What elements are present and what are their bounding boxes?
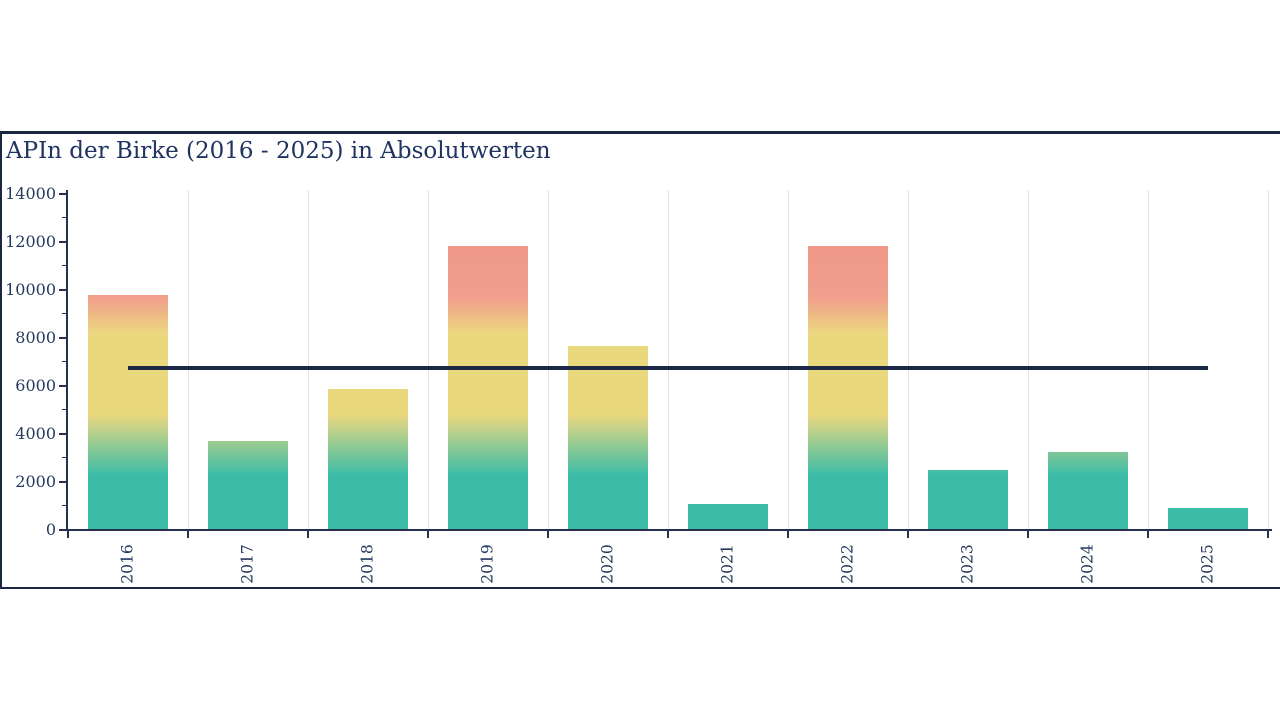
y-axis-minor-tick bbox=[62, 360, 67, 363]
bar-gradient-fill bbox=[87, 294, 168, 530]
grid-line bbox=[667, 190, 669, 529]
y-axis-tick-label: 10000 bbox=[5, 279, 56, 299]
y-axis-tick-label: 12000 bbox=[5, 231, 56, 251]
bar-2025 bbox=[1167, 507, 1248, 530]
x-axis-tick-label: 2017 bbox=[218, 534, 278, 594]
x-axis-tick bbox=[666, 530, 669, 538]
x-axis-tick-label: 2020 bbox=[578, 534, 638, 594]
bar-2017 bbox=[207, 440, 288, 530]
bar-gradient-fill bbox=[1167, 507, 1248, 530]
x-axis-tick bbox=[1026, 530, 1029, 538]
x-axis-tick-label: 2023 bbox=[938, 534, 998, 594]
y-axis-line bbox=[66, 190, 68, 531]
y-axis-tick bbox=[59, 288, 67, 291]
bar-2021 bbox=[687, 503, 768, 530]
bar-2019 bbox=[447, 245, 528, 530]
x-axis-tick bbox=[1266, 530, 1269, 538]
x-axis-tick-label: 2024 bbox=[1058, 534, 1118, 594]
x-axis-tick-label-text: 2019 bbox=[478, 544, 497, 584]
y-axis-tick bbox=[59, 432, 67, 435]
bar-gradient-fill bbox=[687, 503, 768, 530]
grid-line bbox=[907, 190, 909, 529]
x-axis-tick bbox=[186, 530, 189, 538]
y-axis-minor-tick bbox=[62, 456, 67, 459]
x-axis-tick bbox=[66, 530, 69, 538]
bar-gradient-fill bbox=[1047, 452, 1128, 530]
y-axis-tick-label: 2000 bbox=[15, 471, 56, 491]
x-axis-tick-label-text: 2020 bbox=[598, 544, 617, 584]
x-axis-tick bbox=[546, 530, 549, 538]
y-axis-tick-label: 4000 bbox=[15, 423, 56, 443]
y-axis-tick-label: 6000 bbox=[15, 375, 56, 395]
y-axis-minor-tick bbox=[62, 312, 67, 315]
x-axis-tick bbox=[1146, 530, 1149, 538]
bar-2022 bbox=[807, 245, 888, 530]
bar-gradient-fill bbox=[807, 245, 888, 530]
x-axis-tick bbox=[906, 530, 909, 538]
y-axis-tick bbox=[59, 336, 67, 339]
x-axis-tick bbox=[786, 530, 789, 538]
bar-gradient-fill bbox=[447, 245, 528, 530]
x-axis-tick-label-text: 2022 bbox=[838, 544, 857, 584]
y-axis-minor-tick bbox=[62, 264, 67, 267]
x-axis-tick-label-text: 2023 bbox=[958, 544, 977, 584]
y-axis-minor-tick bbox=[62, 408, 67, 411]
y-axis-tick-label: 14000 bbox=[5, 183, 56, 203]
y-axis-tick bbox=[59, 528, 67, 531]
grid-line bbox=[307, 190, 309, 529]
x-axis-tick-label-text: 2024 bbox=[1078, 544, 1097, 584]
reference-line bbox=[127, 366, 1208, 371]
y-axis-tick bbox=[59, 480, 67, 483]
grid-line bbox=[187, 190, 189, 529]
y-axis-tick-label: 8000 bbox=[15, 327, 56, 347]
grid-line bbox=[1027, 190, 1029, 529]
grid-line bbox=[787, 190, 789, 529]
y-axis-tick bbox=[59, 240, 67, 243]
x-axis-tick bbox=[426, 530, 429, 538]
bar-2018 bbox=[327, 388, 408, 530]
grid-line bbox=[547, 190, 549, 529]
y-axis-tick bbox=[59, 384, 67, 387]
x-axis-line bbox=[66, 529, 1272, 531]
y-axis-tick-label: 0 bbox=[45, 519, 56, 539]
bar-2024 bbox=[1047, 452, 1128, 530]
bar-2023 bbox=[927, 470, 1008, 530]
x-axis-tick-label-text: 2017 bbox=[238, 544, 257, 584]
x-axis-tick-label: 2021 bbox=[698, 534, 758, 594]
x-axis-tick-label-text: 2016 bbox=[118, 544, 137, 584]
y-axis-minor-tick bbox=[62, 504, 67, 507]
bar-gradient-fill bbox=[327, 388, 408, 530]
chart-title: APIn der Birke (2016 - 2025) in Absolutw… bbox=[6, 138, 551, 164]
x-axis-tick-label: 2022 bbox=[818, 534, 878, 594]
x-axis-tick-label-text: 2025 bbox=[1198, 544, 1217, 584]
x-axis-tick-label: 2019 bbox=[458, 534, 518, 594]
x-axis-tick-label: 2018 bbox=[338, 534, 398, 594]
y-axis-minor-tick bbox=[62, 216, 67, 219]
grid-line bbox=[1267, 190, 1269, 529]
x-axis-tick bbox=[306, 530, 309, 538]
x-axis-tick-label: 2016 bbox=[98, 534, 158, 594]
bar-gradient-fill bbox=[567, 346, 648, 530]
grid-line bbox=[1147, 190, 1149, 529]
bar-gradient-fill bbox=[207, 440, 288, 530]
x-axis-tick-label: 2025 bbox=[1178, 534, 1238, 594]
grid-line bbox=[427, 190, 429, 529]
x-axis-tick-label-text: 2021 bbox=[718, 544, 737, 584]
bar-2016 bbox=[87, 294, 168, 530]
x-axis-tick-label-text: 2018 bbox=[358, 544, 377, 584]
bar-2020 bbox=[567, 346, 648, 530]
y-axis-tick bbox=[59, 192, 67, 195]
bar-gradient-fill bbox=[927, 470, 1008, 530]
